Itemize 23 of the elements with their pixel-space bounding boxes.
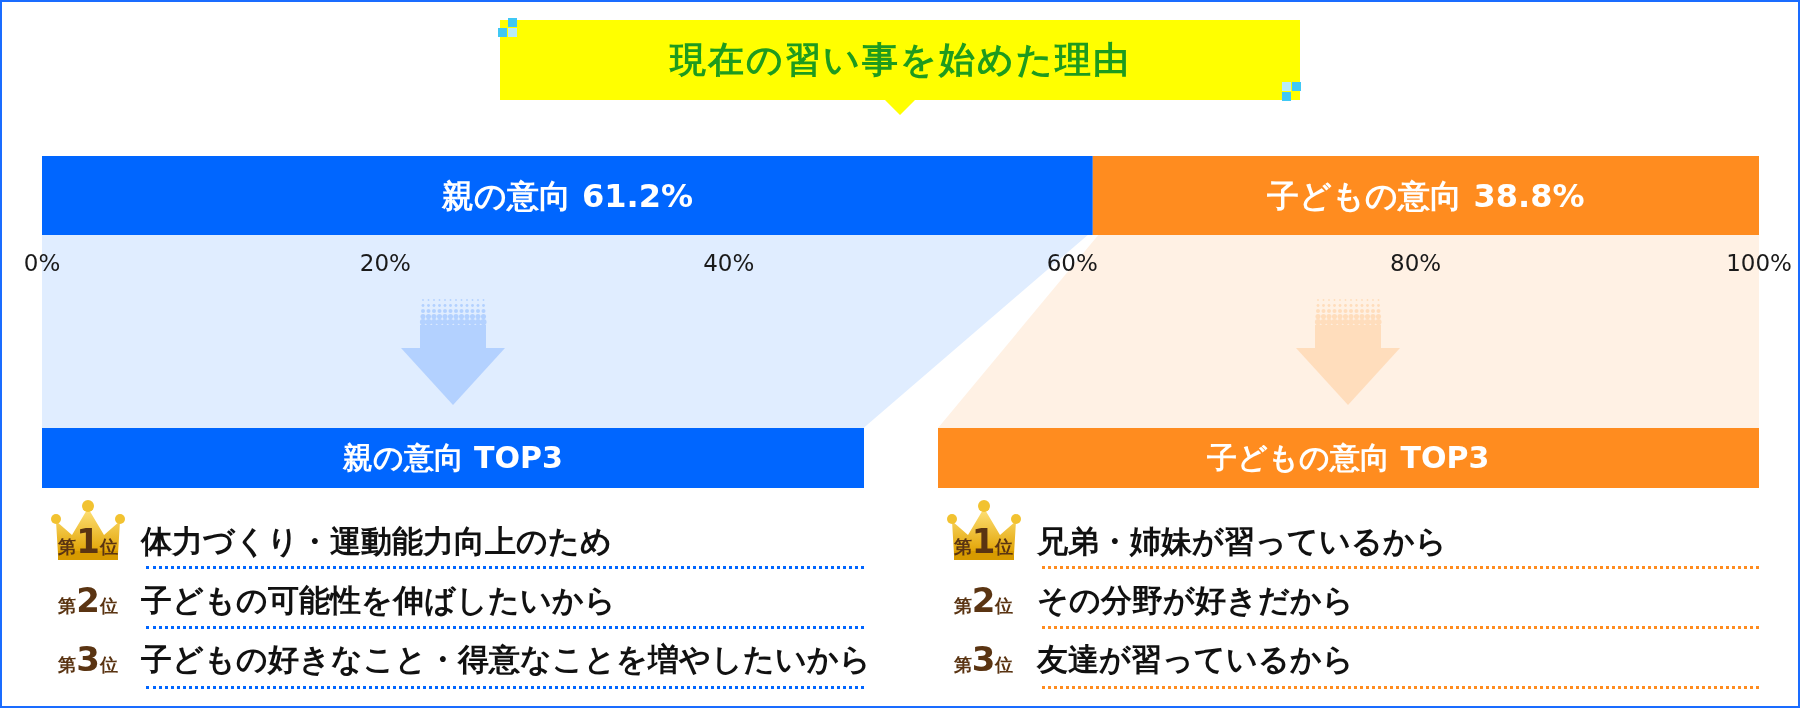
text: 第2位 — [58, 580, 118, 620]
text: 友達が習っているから — [1036, 640, 1354, 677]
text: 子どもの意向 38.8% — [1267, 176, 1585, 215]
x-tick-label: 100% — [1726, 249, 1792, 276]
text: 第3位 — [953, 639, 1014, 679]
text: 子どもの意向 TOP3 — [1207, 440, 1490, 475]
text: 第3位 — [58, 639, 118, 679]
chart-title: 現在の習い事を始めた理由 — [669, 39, 1131, 80]
text: 体力づくり・運動能力向上のため — [141, 522, 612, 559]
text: 第2位 — [953, 580, 1014, 620]
text: 第1位 — [58, 521, 118, 561]
text: その分野が好きだから — [1036, 581, 1354, 618]
text: 子どもの可能性を伸ばしたいから — [141, 581, 616, 618]
x-tick-label: 40% — [703, 249, 755, 276]
text: 親の意向 TOP3 — [342, 440, 563, 475]
text: 第1位 — [953, 521, 1014, 561]
text: 子どもの好きなこと・得意なことを増やしたいから — [141, 640, 871, 677]
x-tick-label: 60% — [1046, 249, 1098, 276]
x-tick-label: 20% — [359, 249, 411, 276]
text: 兄弟・姉妹が習っているから — [1036, 522, 1447, 559]
x-tick-label: 0% — [23, 249, 61, 276]
x-tick-label: 80% — [1390, 249, 1442, 276]
text: 親の意向 61.2% — [441, 176, 693, 215]
